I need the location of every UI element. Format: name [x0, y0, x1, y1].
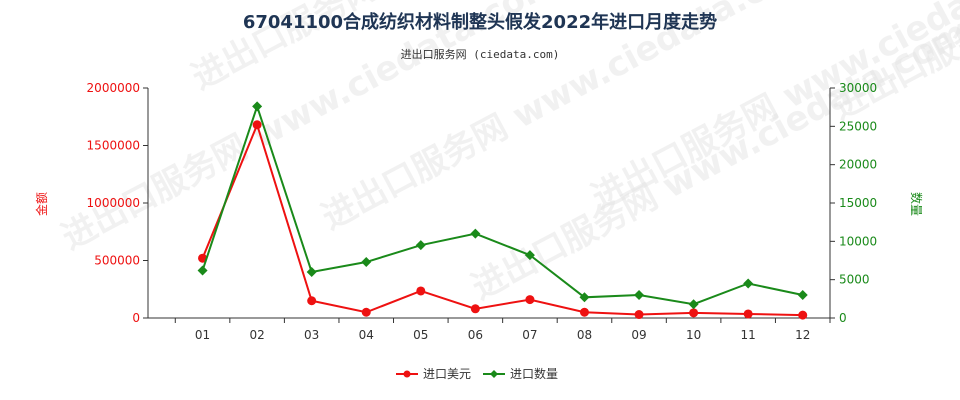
chart-title: 67041100合成纺织材料制整头假发2022年进口月度走势: [243, 11, 717, 33]
data-point-diamond[interactable]: [524, 250, 535, 261]
data-point-circle[interactable]: [689, 308, 699, 318]
data-point-diamond[interactable]: [252, 101, 263, 112]
data-point-diamond[interactable]: [579, 292, 590, 303]
legend-label-right-series: 进口数量: [510, 366, 558, 381]
right-axis-label: 数量: [909, 192, 924, 216]
data-point-circle[interactable]: [361, 307, 371, 317]
legend-item-left-series[interactable]: 进口美元: [396, 367, 471, 381]
left-axis-ticks: 0 500000 1000000 1500000 2000000: [87, 81, 148, 325]
chart-subtitle: 进出口服务网 (ciedata.com): [401, 47, 560, 61]
x-tick-label: 01: [195, 328, 210, 342]
x-tick-label: 06: [468, 328, 483, 342]
x-tick-label: 09: [631, 328, 646, 342]
right-tick-label: 0: [839, 311, 847, 325]
data-point-circle[interactable]: [743, 309, 753, 319]
right-tick-label: 20000: [839, 158, 877, 172]
x-tick-label: 11: [741, 328, 756, 342]
x-tick-label: 05: [413, 328, 428, 342]
data-point-circle[interactable]: [307, 296, 317, 306]
left-tick-label: 0: [132, 311, 140, 325]
data-point-circle[interactable]: [252, 120, 262, 130]
legend: 进口美元 进口数量: [396, 366, 558, 381]
x-tick-label: 03: [304, 328, 319, 342]
series-line-1: [201, 103, 803, 306]
legend-label-left-series: 进口美元: [423, 367, 471, 381]
right-tick-label: 15000: [839, 196, 877, 210]
left-tick-label: 500000: [94, 254, 140, 268]
legend-marker-circle: [403, 370, 411, 378]
left-tick-label: 1000000: [87, 196, 140, 210]
left-tick-label: 1500000: [87, 139, 140, 153]
series-layer: [197, 101, 808, 320]
right-tick-label: 10000: [839, 234, 877, 248]
data-point-circle[interactable]: [416, 286, 426, 296]
data-point-diamond[interactable]: [743, 278, 754, 289]
data-point-diamond[interactable]: [634, 290, 645, 300]
right-axis-ticks: 0 5000 10000 15000 20000 25000 30000: [830, 81, 877, 325]
data-point-circle[interactable]: [525, 295, 535, 305]
data-point-circle[interactable]: [579, 307, 589, 317]
right-tick-label: 5000: [839, 273, 870, 287]
x-tick-label: 07: [522, 328, 537, 342]
right-tick-label: 30000: [839, 81, 877, 95]
data-point-diamond[interactable]: [197, 265, 208, 276]
legend-item-right-series[interactable]: 进口数量: [483, 366, 558, 381]
left-axis-label: 金额: [34, 192, 49, 216]
data-point-circle[interactable]: [798, 310, 808, 320]
data-point-diamond[interactable]: [361, 257, 372, 268]
data-point-circle[interactable]: [634, 310, 644, 320]
data-point-diamond[interactable]: [688, 299, 699, 310]
x-axis-ticks: 01 02 03 04 05 06 07 08 09 10 11 12: [174, 318, 831, 342]
x-tick-label: 08: [577, 328, 592, 342]
legend-marker-diamond: [490, 370, 498, 378]
data-point-circle[interactable]: [470, 304, 480, 314]
data-point-diamond[interactable]: [306, 267, 317, 277]
right-tick-label: 25000: [839, 119, 877, 133]
data-point-diamond[interactable]: [470, 228, 481, 239]
data-point-circle[interactable]: [198, 253, 208, 263]
x-tick-label: 10: [686, 328, 701, 342]
data-point-diamond[interactable]: [415, 240, 426, 251]
x-tick-label: 04: [359, 328, 374, 342]
left-tick-label: 2000000: [87, 81, 140, 95]
x-tick-label: 12: [795, 328, 810, 342]
series-line-0: [201, 121, 803, 317]
data-point-diamond[interactable]: [797, 290, 808, 300]
x-tick-label: 02: [249, 328, 264, 342]
